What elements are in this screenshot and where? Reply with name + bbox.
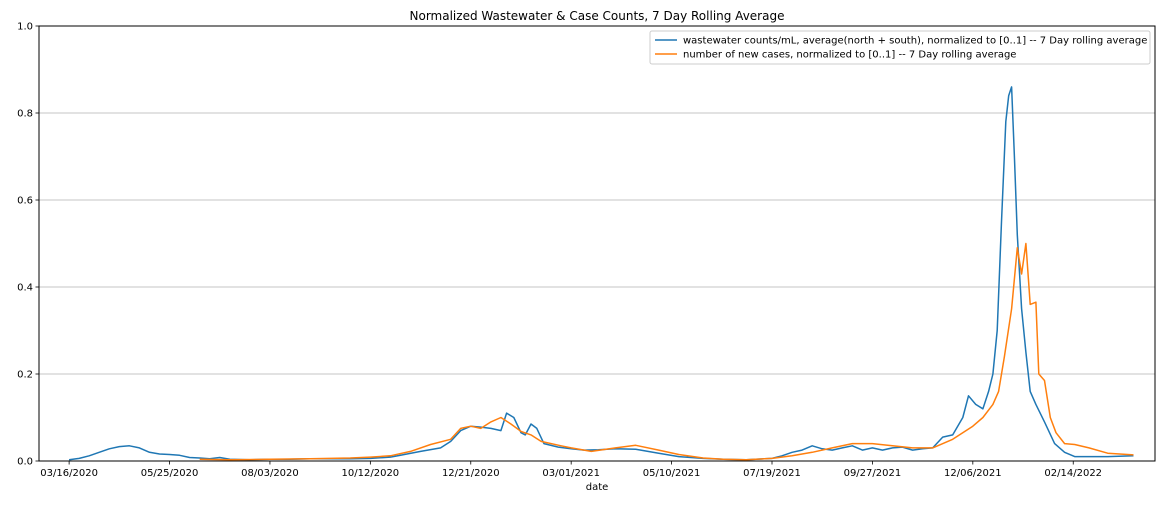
gridlines [39, 112, 1155, 375]
legend: wastewater counts/mL, average(north + so… [649, 30, 1151, 65]
series-lines [69, 86, 1134, 461]
x-tick-label: 09/27/2021 [844, 468, 902, 479]
legend-box [649, 30, 1151, 65]
x-tick-label: 12/06/2021 [944, 468, 1002, 479]
y-tick-label: 0.2 [17, 370, 33, 381]
x-axis: 03/16/2020 05/25/2020 08/03/2020 10/12/2020… [40, 461, 1102, 479]
y-tick-label: 0.8 [17, 109, 33, 120]
y-tick-label: 0.6 [17, 196, 33, 207]
chart-title: Normalized Wastewater & Case Counts, 7 D… [410, 9, 785, 23]
plot-area-frame [38, 25, 1156, 462]
series-line-cases [199, 242, 1134, 461]
y-axis: 0.0 0.2 0.4 0.6 0.8 1.0 [17, 22, 39, 468]
legend-label-wastewater: wastewater counts/mL, average(north + so… [683, 36, 1147, 47]
x-tick-label: 12/21/2020 [442, 468, 500, 479]
x-tick-label: 02/14/2022 [1044, 468, 1102, 479]
x-tick-label: 05/10/2021 [643, 468, 701, 479]
y-tick-label: 0.4 [17, 283, 33, 294]
x-tick-label: 03/16/2020 [40, 468, 98, 479]
x-tick-label: 08/03/2020 [241, 468, 299, 479]
y-tick-label: 1.0 [17, 22, 33, 33]
x-tick-label: 03/01/2021 [542, 468, 600, 479]
x-tick-label: 07/19/2021 [743, 468, 801, 479]
x-tick-label: 10/12/2020 [342, 468, 400, 479]
y-tick-label: 0.0 [17, 457, 33, 468]
series-line-wastewater [69, 86, 1134, 461]
x-axis-label: date [586, 482, 609, 493]
legend-label-cases: number of new cases, normalized to [0..1… [683, 50, 1016, 61]
x-tick-label: 05/25/2020 [141, 468, 199, 479]
